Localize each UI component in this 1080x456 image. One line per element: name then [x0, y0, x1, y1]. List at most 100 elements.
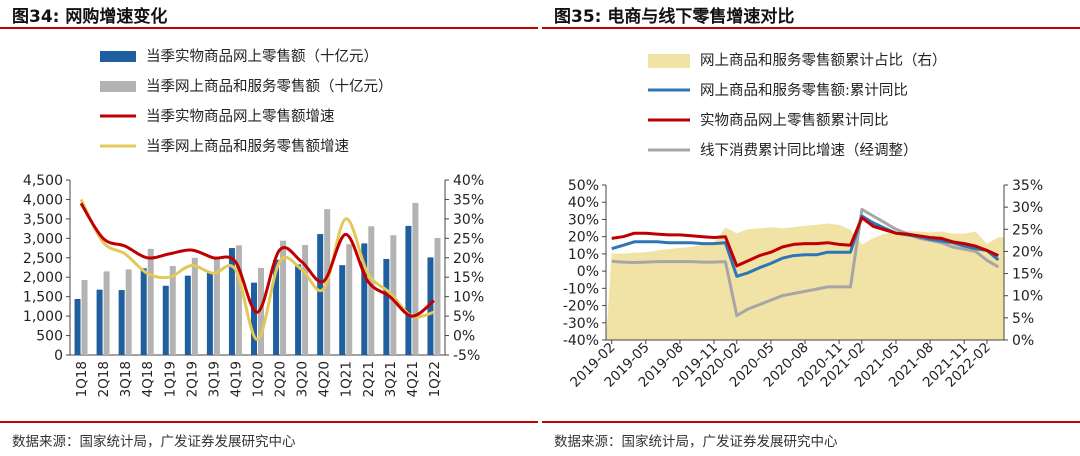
- right-tick-label: 40%: [453, 173, 484, 189]
- x-tick-label: 2Q19: [184, 361, 200, 397]
- source-note: 数据来源：国家统计局，广发证券发展研究中心: [554, 434, 838, 450]
- x-tick-label: 3Q21: [383, 361, 399, 397]
- x-tick-label: 2Q20: [273, 361, 289, 397]
- bar-online-physical-goods: [427, 257, 434, 355]
- x-tick-label: 3Q20: [295, 361, 311, 397]
- bar-online-physical-goods: [184, 275, 191, 355]
- chart-fig35: -40%-30%-20%-10%0%10%20%30%40%50%0%5%10%…: [563, 52, 1043, 391]
- x-tick-label: 1Q22: [427, 361, 443, 397]
- left-tick-label: 1,000: [23, 309, 63, 325]
- figure-34-panel: 图34: 网购增速变化 0 500 1,000 1,500 2,000 2,500 3,00…: [0, 0, 538, 456]
- left-tick-label: 3,500: [23, 212, 63, 228]
- bar-online-physical-goods: [339, 265, 346, 355]
- chart-fig34: 0 500 1,000 1,500 2,000 2,500 3,000 3,500 4,000 4…: [23, 48, 484, 397]
- figure-title: 图34: 网购增速变化: [12, 7, 168, 27]
- bar-online-physical-goods: [206, 272, 213, 355]
- area-online-share: [606, 223, 1004, 340]
- x-tick-label: 2Q18: [96, 361, 112, 397]
- right-tick-label: 15%: [1012, 267, 1043, 283]
- bar-online-physical-goods: [317, 234, 324, 355]
- bar-online-goods-services: [125, 269, 132, 355]
- right-tick-label: 10%: [453, 290, 484, 306]
- figure-title: 图35: 电商与线下零售增速对比: [554, 7, 795, 27]
- right-tick-label: 15%: [453, 270, 484, 286]
- legend-label: 当季网上商品和服务零售额（十亿元）: [146, 78, 393, 95]
- line-goods-services-growth: [79, 198, 435, 341]
- bar-online-physical-goods: [295, 264, 302, 355]
- right-tick-label: 30%: [453, 212, 484, 228]
- right-tick-label: 20%: [453, 251, 484, 267]
- right-tick-label: 35%: [1012, 178, 1043, 194]
- bar-online-physical-goods: [251, 282, 257, 355]
- left-tick-label: 10%: [568, 247, 599, 263]
- left-tick-label: 2,500: [23, 251, 63, 267]
- legend-swatch-bar: [100, 51, 136, 62]
- left-tick-label: 1,500: [23, 290, 63, 306]
- right-tick-label: 5%: [1012, 311, 1034, 327]
- bar-online-physical-goods: [273, 259, 280, 355]
- legend-swatch-bar: [100, 81, 136, 92]
- legend-label: 线下消费累计同比增速（经调整）: [700, 142, 918, 159]
- left-tick-label: -10%: [563, 281, 599, 297]
- bar-online-physical-goods: [74, 299, 81, 355]
- bar-online-goods-services: [191, 257, 198, 355]
- left-tick-label: 50%: [568, 178, 599, 194]
- bar-online-physical-goods: [118, 290, 125, 355]
- bar-online-physical-goods: [140, 268, 147, 355]
- bar-online-physical-goods: [405, 225, 412, 355]
- legend-label: 网上商品和服务零售额累计占比（右）: [700, 52, 947, 69]
- legend-label: 当季网上商品和服务零售额增速: [146, 138, 349, 155]
- x-tick-label: 1Q19: [162, 361, 178, 397]
- line-physical-goods-growth: [79, 202, 435, 318]
- x-tick-label: 1Q20: [251, 361, 267, 397]
- left-tick-label: 2,000: [23, 270, 63, 286]
- source-note: 数据来源：国家统计局，广发证券发展研究中心: [12, 434, 296, 450]
- right-tick-label: 25%: [453, 231, 484, 247]
- left-tick-label: 500: [36, 329, 63, 345]
- left-tick-label: 0: [54, 348, 63, 364]
- left-tick-label: -20%: [563, 299, 599, 315]
- figure-35-panel: 图35: 电商与线下零售增速对比 -40% -30% -20% -10% 0% 10% 20…: [542, 0, 1080, 456]
- right-tick-label: -5%: [453, 348, 480, 364]
- bar-online-physical-goods: [383, 258, 390, 355]
- left-tick-label: -40%: [563, 333, 599, 349]
- bar-online-goods-services: [412, 202, 419, 355]
- x-tick-label: 3Q18: [118, 361, 134, 397]
- x-tick-label: 4Q19: [228, 361, 244, 397]
- bar-online-goods-services: [346, 244, 353, 355]
- bar-online-goods-services: [81, 279, 88, 355]
- x-tick-label: 4Q21: [405, 361, 421, 397]
- left-tick-label: 30%: [568, 212, 599, 228]
- x-tick-label: 1Q18: [74, 361, 90, 397]
- left-tick-label: 4,000: [23, 192, 63, 208]
- title-rule: [0, 27, 538, 29]
- x-tick-label: 4Q18: [140, 361, 156, 397]
- left-tick-label: -30%: [563, 316, 599, 332]
- left-tick-label: 4,500: [23, 173, 63, 189]
- left-tick-label: 0%: [577, 264, 599, 280]
- right-tick-label: 0%: [453, 329, 475, 345]
- bar-online-physical-goods: [162, 285, 169, 355]
- right-tick-label: 35%: [453, 192, 484, 208]
- legend-label: 网上商品和服务零售额:累计同比: [700, 82, 908, 99]
- legend-label: 当季实物商品网上零售额增速: [146, 108, 335, 125]
- bar-online-goods-services: [103, 271, 110, 355]
- source-rule: [0, 421, 538, 423]
- left-tick-label: 3,000: [23, 231, 63, 247]
- x-tick-label: 2Q21: [361, 361, 377, 397]
- right-tick-label: 20%: [1012, 244, 1043, 260]
- legend-label: 实物商品网上零售额累计同比: [700, 112, 889, 129]
- line-online-goods-services-cum: [611, 214, 1000, 278]
- line-physical-goods-cum: [611, 216, 999, 268]
- x-tick-label: 3Q19: [206, 361, 222, 397]
- bar-online-physical-goods: [228, 248, 235, 355]
- legend-swatch-area: [648, 54, 690, 68]
- right-tick-label: 5%: [453, 309, 475, 325]
- bar-online-goods-services: [280, 240, 287, 355]
- bar-online-goods-services: [213, 257, 220, 355]
- bar-online-physical-goods: [96, 289, 103, 355]
- left-tick-label: 40%: [568, 195, 599, 211]
- bar-online-physical-goods: [361, 243, 368, 355]
- bar-online-goods-services: [147, 248, 154, 355]
- right-tick-label: 0%: [1012, 333, 1034, 349]
